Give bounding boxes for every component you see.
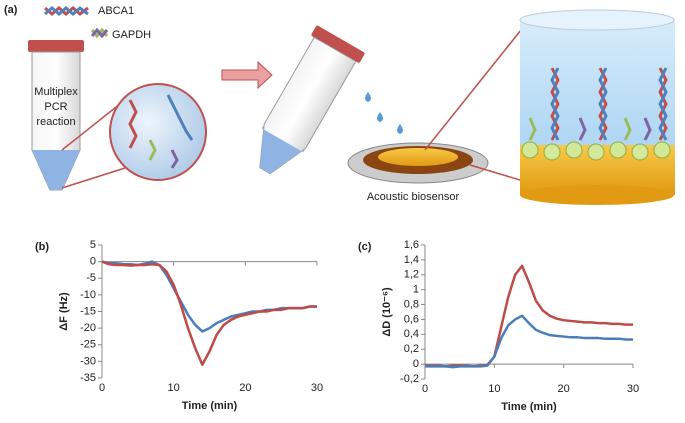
y-tick-label: -5	[86, 272, 96, 284]
y-tick-label: 0,6	[404, 313, 419, 325]
tube-label: Multiplex	[34, 86, 78, 98]
legend-text: GAPDH	[112, 29, 151, 41]
drop	[365, 92, 371, 102]
y-tick-label: -20	[80, 322, 96, 334]
zoom-line	[469, 164, 521, 181]
zoom-line	[424, 24, 526, 151]
schematic: (a) ABCA1 GAPDH Multiplex PCR reaction A…	[4, 4, 675, 205]
x-tick-label: 30	[311, 382, 323, 394]
y-tick-label: 0,8	[404, 298, 419, 310]
cylinder-top	[519, 9, 675, 31]
panel-label: (c)	[358, 241, 372, 253]
y-tick-label: -15	[80, 305, 96, 317]
x-tick-label: 20	[239, 382, 251, 394]
y-tick-label: -10	[80, 289, 96, 301]
x-axis-label: Time (min)	[501, 401, 557, 413]
y-axis-label: ΔD (10⁻⁶)	[381, 287, 393, 337]
liquid	[32, 150, 80, 190]
magnifier	[109, 83, 207, 181]
tube	[259, 36, 357, 175]
y-tick-label: 0	[90, 256, 96, 268]
y-tick-label: 0,2	[404, 343, 419, 355]
dna	[166, 94, 194, 141]
series-line	[425, 264, 633, 368]
tube-label: PCR	[44, 101, 67, 113]
beads	[521, 141, 671, 161]
series-line	[101, 260, 317, 333]
strands	[528, 67, 668, 141]
dna-icon	[44, 6, 89, 16]
panel-label: (a)	[4, 4, 18, 16]
dna	[148, 139, 157, 161]
dna-icon	[90, 27, 109, 39]
tilted-tube	[259, 25, 365, 175]
x-tick-label: 20	[558, 383, 570, 395]
x-tick-label: 0	[99, 382, 105, 394]
tube-cap	[28, 40, 84, 52]
cylinder-bottom	[520, 185, 674, 205]
x-tick-label: 30	[627, 383, 639, 395]
electrode	[378, 148, 458, 166]
x-tick-label: 10	[168, 382, 180, 394]
tube-label: reaction	[36, 116, 75, 128]
y-tick-label: 1,2	[404, 269, 419, 281]
x-tick-label: 0	[422, 383, 428, 395]
tube-cap	[311, 25, 365, 63]
liquid	[259, 123, 306, 174]
y-tick-label: -35	[80, 372, 96, 384]
dna-icon	[44, 6, 89, 16]
y-tick-label: 1,4	[404, 254, 419, 266]
y-tick-label: 0,4	[404, 328, 419, 340]
series-line	[101, 260, 317, 366]
arrow	[221, 60, 273, 90]
dna	[170, 149, 179, 169]
y-axis-label: ΔF (Hz)	[58, 292, 70, 331]
legend-text: ABCA1	[98, 5, 134, 17]
x-axis-label: Time (min)	[182, 400, 238, 412]
y-tick-label: -30	[80, 355, 96, 367]
series-line	[425, 314, 633, 369]
y-tick-label: 1	[413, 284, 419, 296]
drop	[397, 124, 403, 134]
drop	[377, 112, 383, 122]
panel-label: (b)	[35, 241, 49, 253]
y-tick-label: 0	[413, 358, 419, 370]
y-tick-label: 1,6	[404, 239, 419, 251]
y-tick-label: -0,2	[400, 373, 419, 385]
x-tick-label: 10	[488, 383, 500, 395]
zoom-line	[61, 99, 126, 151]
y-tick-label: -25	[80, 339, 96, 351]
sensor-label: Acoustic biosensor	[367, 191, 460, 203]
y-tick-label: 5	[90, 239, 96, 251]
zoom-line	[61, 167, 126, 189]
dna	[128, 99, 138, 149]
